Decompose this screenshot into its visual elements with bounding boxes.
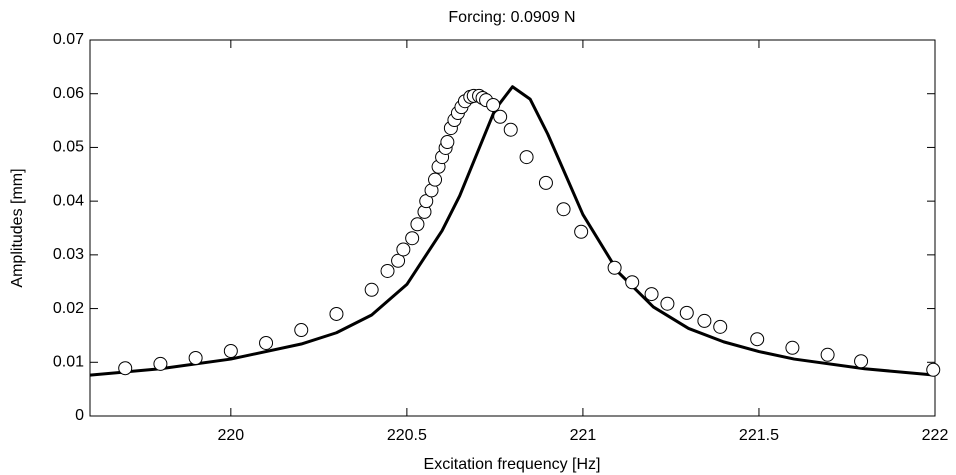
data-point (644, 287, 659, 302)
data-point (820, 347, 835, 362)
y-axis-label: Amplitudes [mm] (9, 168, 26, 287)
x-tick-label: 220 (217, 427, 244, 444)
data-point (294, 323, 309, 338)
data-point (493, 109, 508, 124)
x-tick-label: 220.5 (387, 427, 427, 444)
data-point (486, 97, 501, 112)
data-point (679, 305, 694, 320)
data-point (556, 202, 571, 217)
x-tick-label: 222 (922, 427, 949, 444)
data-point (428, 172, 443, 187)
data-point (391, 253, 406, 268)
data-point (625, 275, 640, 290)
data-point (440, 135, 455, 150)
x-tick-label: 221.5 (739, 427, 779, 444)
data-point (364, 282, 379, 297)
data-point (607, 260, 622, 275)
data-point (713, 319, 728, 334)
data-line (89, 85, 936, 377)
data-point (750, 332, 765, 347)
data-point (538, 175, 553, 190)
data-point (188, 350, 203, 365)
y-tick-label: 0 (75, 407, 84, 424)
data-point (380, 263, 395, 278)
y-tick-label: 0.03 (53, 246, 84, 263)
data-point (697, 313, 712, 328)
y-tick-label: 0.07 (53, 31, 84, 48)
data-point (259, 335, 274, 350)
x-axis-label: Excitation frequency [Hz] (424, 456, 601, 473)
data-point (410, 217, 425, 232)
data-point (854, 354, 869, 369)
y-tick-label: 0.04 (53, 192, 84, 209)
data-point (926, 362, 941, 377)
y-tick-label: 0.02 (53, 300, 84, 317)
y-tick-label: 0.01 (53, 354, 84, 371)
data-point (660, 296, 675, 311)
data-point (329, 306, 344, 321)
data-point (153, 356, 168, 371)
x-tick-label: 221 (570, 427, 597, 444)
data-point (223, 344, 238, 359)
data-point (503, 122, 518, 137)
data-point (785, 340, 800, 355)
y-tick-label: 0.05 (53, 139, 84, 156)
data-point (574, 224, 589, 239)
data-point (118, 361, 133, 376)
data-point (405, 231, 420, 246)
chart-title: Forcing: 0.0909 N (448, 9, 575, 26)
data-point (396, 242, 411, 257)
y-tick-label: 0.06 (53, 85, 84, 102)
data-point (519, 150, 534, 165)
